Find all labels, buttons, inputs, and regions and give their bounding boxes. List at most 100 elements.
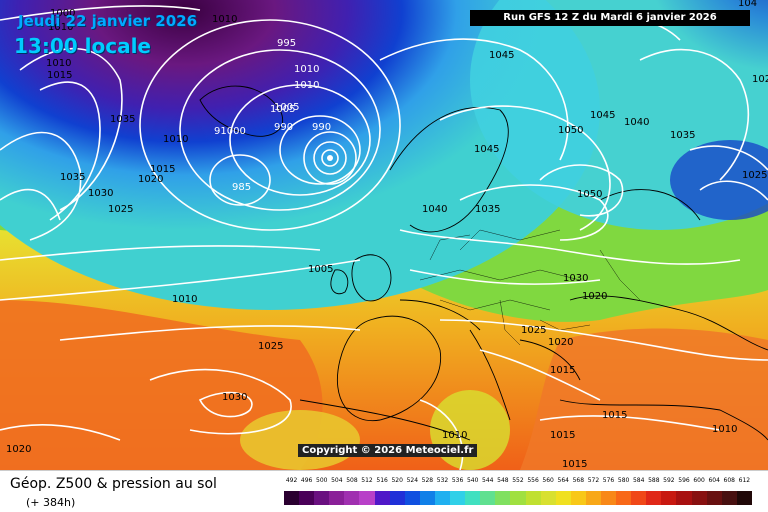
coastlines	[199, 85, 768, 441]
weather-map: 1010 1015 1035 1035 1030 1025 1020 1015 …	[0, 0, 768, 470]
scale-swatch	[525, 491, 541, 505]
scale-label: 596	[678, 477, 690, 484]
isobar-label: 1010	[48, 22, 73, 33]
isobar-label: 1040	[624, 117, 649, 128]
isobar-label: 1010	[294, 64, 319, 75]
isobar-label: 102	[752, 74, 768, 85]
isobar-label: 1000	[50, 8, 75, 19]
azores-high-zone	[0, 300, 323, 470]
isobar-label: 1025	[258, 341, 283, 352]
forecast-range: (+ 384h)	[26, 496, 76, 509]
scale-swatch	[676, 491, 692, 505]
isobar-label: 990	[274, 122, 293, 133]
scale-swatch	[495, 491, 511, 505]
isobar-label: 1010	[212, 14, 237, 25]
scale-swatch	[736, 491, 752, 505]
scale-label: 556	[527, 477, 539, 484]
scale-label: 604	[708, 477, 720, 484]
scale-swatch	[555, 491, 571, 505]
isobar-label: 1050	[558, 125, 583, 136]
scale-label: 516	[376, 477, 388, 484]
isobar-label: 1010	[172, 294, 197, 305]
isobar-label: 1025	[742, 170, 767, 181]
scale-swatch	[631, 491, 647, 505]
isobar-label: 1030	[222, 392, 247, 403]
isobar-label: 1020	[582, 291, 607, 302]
scale-label: 612	[738, 477, 751, 484]
north-atlantic-trough	[0, 0, 600, 310]
isobar-label: 990	[312, 122, 331, 133]
isobar-label: 985	[232, 182, 251, 193]
scale-label: 504	[331, 477, 343, 484]
isobar-label: 1010	[163, 134, 188, 145]
low-center-marker	[327, 155, 333, 161]
scale-label: 544	[482, 477, 494, 484]
isobar-label: 1005	[274, 102, 299, 113]
scale-swatch	[646, 491, 662, 505]
scale-label: 584	[632, 477, 645, 484]
isobar-label: 1010	[712, 424, 737, 435]
scale-label: 568	[572, 477, 585, 484]
isobar-label: 1015	[550, 365, 575, 376]
scale-label: 532	[436, 477, 449, 484]
isobar-label: 1045	[474, 144, 499, 155]
scale-swatch	[616, 491, 632, 505]
isobar-label: 1020	[6, 444, 31, 455]
scale-label: 588	[648, 477, 660, 484]
isobar-labels: 1010 1015 1035 1035 1030 1025 1020 1015 …	[6, 0, 768, 470]
scale-swatch	[299, 491, 315, 505]
scale-label: 520	[391, 477, 403, 484]
scale-label: 564	[557, 477, 569, 484]
scale-swatch	[600, 491, 617, 505]
scale-label: 560	[542, 477, 554, 484]
scale-swatch	[661, 491, 677, 505]
isobar-label: 1050	[577, 189, 602, 200]
isobar-label: 1005	[270, 104, 295, 115]
scale-swatch	[389, 491, 405, 505]
isobar-label: 1035	[670, 130, 695, 141]
isobar-label: 1045	[489, 50, 514, 61]
scale-swatch	[284, 491, 300, 505]
isobar-label: 1015	[150, 164, 175, 175]
scale-label: 508	[346, 477, 358, 484]
scale-swatch	[465, 491, 481, 505]
scale-swatch	[540, 491, 556, 505]
scale-label: 512	[361, 477, 373, 484]
scale-label: 524	[406, 477, 419, 484]
scale-label: 600	[693, 477, 705, 484]
scale-swatch	[419, 491, 435, 505]
copyright-notice: Copyright © 2026 Meteociel.fr	[298, 444, 478, 457]
isobar-label: 1035	[60, 172, 85, 183]
scale-swatch	[450, 491, 466, 505]
scale-label: 572	[587, 477, 600, 484]
scale-label: 536	[451, 477, 464, 484]
scale-swatch	[570, 491, 586, 505]
isobar-label: 995	[277, 38, 296, 49]
russian-low	[670, 140, 768, 220]
scale-swatch	[359, 491, 375, 505]
model-run-label: Run GFS 12 Z du Mardi 6 janvier 2026	[470, 10, 750, 26]
mediterranean-warm-zone	[520, 328, 768, 470]
scale-swatch	[480, 491, 496, 505]
scale-swatch	[691, 491, 707, 505]
isobar-label: 1020	[548, 337, 573, 348]
color-scale: 492 496 500 504 508 512 516 520 524 528 532 536 540 5…	[284, 477, 752, 509]
scale-label: 576	[602, 477, 615, 484]
scale-swatch	[329, 491, 345, 505]
scale-swatch	[344, 491, 360, 505]
scale-swatch	[706, 491, 722, 505]
legend-footer: Géop. Z500 & pression au sol (+ 384h) 49…	[0, 470, 768, 512]
scale-label: 592	[663, 477, 675, 484]
isobar-label: 91000	[214, 126, 246, 137]
isobar-label: 1020	[138, 174, 163, 185]
isobar-label: 1010	[46, 58, 71, 69]
isobar-label: 1015	[47, 70, 72, 81]
scale-swatch	[585, 491, 601, 505]
isobar-label: 1040	[422, 204, 447, 215]
scale-swatch	[404, 491, 420, 505]
scale-swatch	[510, 491, 526, 505]
isobar-label: 1030	[563, 273, 588, 284]
isobar-label: 1010	[294, 80, 319, 91]
forecast-date: Jeudi 22 janvier 2026	[18, 12, 198, 30]
scale-label: 580	[617, 477, 630, 484]
